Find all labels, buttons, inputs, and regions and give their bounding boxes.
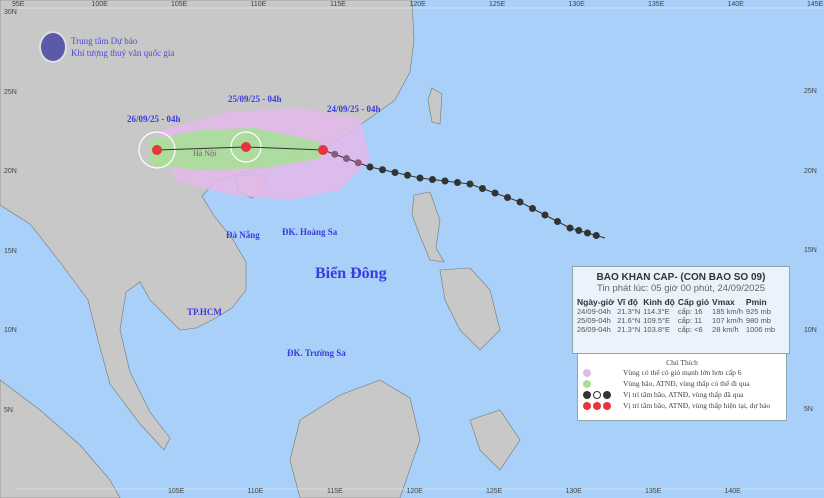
lat-tick: 20N bbox=[804, 167, 817, 175]
past-storm-icon bbox=[516, 198, 524, 206]
storm-info-box: BAO KHAN CAP- (CON BAO SO 09) Tin phát l… bbox=[572, 266, 790, 354]
column-header: Vmax bbox=[712, 297, 735, 307]
past-storm-icon bbox=[416, 174, 424, 182]
past-storm-icon bbox=[404, 171, 411, 179]
column-header: Pmin bbox=[745, 297, 767, 307]
past-storm-icon bbox=[343, 155, 350, 162]
lon-tick: 135E bbox=[645, 488, 662, 495]
label-sea: Biển Đông bbox=[315, 265, 387, 282]
forecast-storm-icon bbox=[241, 142, 251, 152]
logo-emblem bbox=[39, 31, 67, 63]
lon-tick: 105E bbox=[168, 488, 185, 495]
lat-tick: 10N bbox=[804, 326, 817, 334]
track-label: 25/09/25 - 04h bbox=[228, 94, 282, 104]
past-storm-icon bbox=[354, 159, 362, 167]
lon-tick: 95E bbox=[12, 1, 25, 8]
lat-tick: 5N bbox=[804, 406, 813, 413]
lat-tick: 25N bbox=[804, 88, 817, 95]
forecast-circle bbox=[138, 131, 176, 169]
logo: Trung tâm Dự báo Khí tượng thuỷ văn quốc … bbox=[39, 31, 174, 63]
lon-tick: 125E bbox=[486, 488, 503, 495]
past-storm-icon bbox=[529, 205, 536, 212]
lon-tick: 140E bbox=[727, 1, 744, 8]
column-header: Ngày-giờ bbox=[577, 297, 615, 307]
past-storm-icon bbox=[566, 224, 574, 232]
lat-tick: 25N bbox=[4, 88, 17, 96]
legend-item: Vị trí tâm bão, ATNĐ, vùng thấp hiện tại… bbox=[578, 400, 786, 411]
past-storm-icon bbox=[391, 169, 399, 176]
past-storm-icon bbox=[429, 176, 436, 183]
graticule bbox=[17, 7, 824, 490]
info-table: Ngày-giờ Vĩ độ Kinh độ Cấp gió Vmax Pmin 24/09… bbox=[577, 297, 778, 334]
past-storm-icon bbox=[584, 229, 591, 237]
legend-item: Vị trí tâm bão, ATNĐ, vùng thấp đã qua bbox=[578, 389, 786, 400]
past-storm-icon bbox=[541, 211, 549, 219]
lon-tick: 130E bbox=[565, 488, 582, 495]
lat-tick: 15N bbox=[4, 247, 17, 255]
lon-tick: 145E bbox=[807, 1, 824, 8]
lon-tick: 115E bbox=[330, 1, 346, 8]
past-storm-icon bbox=[504, 194, 511, 201]
past-storm-icon bbox=[379, 166, 386, 174]
lat-tick: 30N bbox=[4, 9, 17, 16]
past-storm-icon bbox=[366, 163, 374, 171]
past-storm-icon bbox=[592, 232, 600, 239]
past-storm-icon bbox=[331, 150, 339, 158]
lon-tick: 120E bbox=[406, 488, 423, 495]
table-row: 26/09-04h 21.3°N 103.8°E cấp: <6 28 km/h 1006… bbox=[577, 325, 776, 334]
legend-item: Vùng có thể có gió mạnh lớn hơn cấp 6 bbox=[578, 367, 786, 378]
past-storm-icon bbox=[479, 185, 486, 192]
table-row: 24/09-04h 21.3°N 114.3°E cấp: 16 185 km/h 925… bbox=[577, 307, 771, 316]
forecast-circle bbox=[230, 131, 262, 163]
past-storm-icon bbox=[441, 177, 449, 185]
lon-tick: 100E bbox=[91, 1, 108, 8]
lat-tick: 20N bbox=[4, 168, 17, 175]
column-header: Cấp gió bbox=[677, 297, 710, 307]
legend: Chú Thích Vùng có thể có gió mạnh lớn hơ… bbox=[577, 353, 787, 421]
label-hoangsa: ĐK. Hoàng Sa bbox=[282, 227, 338, 237]
lon-tick: 110E bbox=[247, 488, 264, 495]
label-truongsa: ĐK. Trường Sa bbox=[287, 348, 346, 358]
lat-tick: 15N bbox=[804, 247, 817, 254]
legend-title: Chú Thích bbox=[666, 358, 698, 367]
org-line1: Trung tâm Dự báo bbox=[71, 36, 138, 46]
past-storm-icon bbox=[554, 218, 561, 225]
lon-tick: 115E bbox=[327, 488, 343, 495]
track-label: 26/09/25 - 04h bbox=[127, 114, 181, 124]
past-storm-icon bbox=[454, 179, 461, 186]
legend-item: Vùng bão, ATNĐ, vùng thấp có thể đi qua bbox=[578, 378, 786, 389]
table-row: 25/09-04h 21.6°N 109.5°E cấp: 11 107 km/h 980… bbox=[577, 316, 771, 325]
lon-tick: 110E bbox=[250, 1, 267, 8]
info-title: BAO KHAN CAP- (CON BAO SO 09) bbox=[596, 272, 766, 283]
lat-tick: 5N bbox=[4, 406, 13, 414]
past-storm-icon bbox=[575, 227, 583, 234]
lon-tick: 135E bbox=[648, 1, 665, 8]
label-hcm: TP.HCM bbox=[187, 307, 222, 317]
current-storm-icon bbox=[318, 145, 328, 155]
lon-tick: 105E bbox=[171, 1, 188, 8]
past-storm-icon bbox=[466, 180, 474, 188]
lat-tick: 10N bbox=[4, 327, 17, 334]
lon-tick: 130E bbox=[568, 1, 585, 8]
info-issued: Tin phát lúc: 05 giờ 00 phút, 24/09/2025 bbox=[596, 283, 766, 294]
lon-tick: 125E bbox=[489, 1, 506, 8]
org-line2: Khí tượng thuỷ văn quốc gia bbox=[71, 48, 175, 58]
track-label: 24/09/25 - 04h bbox=[327, 104, 381, 114]
column-header: Vĩ độ bbox=[617, 297, 638, 307]
column-header: Kinh độ bbox=[643, 297, 675, 307]
past-storm-icon bbox=[491, 189, 499, 197]
label-hanoi: Hà Nội bbox=[193, 149, 217, 158]
storm-zone bbox=[150, 128, 322, 170]
lon-tick: 140E bbox=[724, 488, 741, 495]
forecast-low-icon bbox=[152, 145, 162, 155]
label-danang: Đà Nẵng bbox=[226, 230, 260, 240]
lon-tick: 120E bbox=[409, 1, 426, 8]
